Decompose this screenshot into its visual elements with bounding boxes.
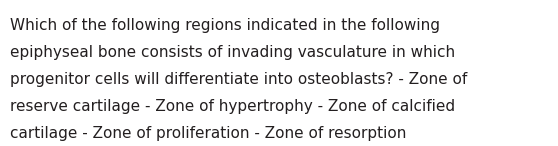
Text: progenitor cells will differentiate into osteoblasts? - Zone of: progenitor cells will differentiate into… (10, 72, 467, 87)
Text: epiphyseal bone consists of invading vasculature in which: epiphyseal bone consists of invading vas… (10, 45, 455, 60)
Text: Which of the following regions indicated in the following: Which of the following regions indicated… (10, 18, 440, 33)
Text: cartilage - Zone of proliferation - Zone of resorption: cartilage - Zone of proliferation - Zone… (10, 126, 406, 141)
Text: reserve cartilage - Zone of hypertrophy - Zone of calcified: reserve cartilage - Zone of hypertrophy … (10, 99, 455, 114)
